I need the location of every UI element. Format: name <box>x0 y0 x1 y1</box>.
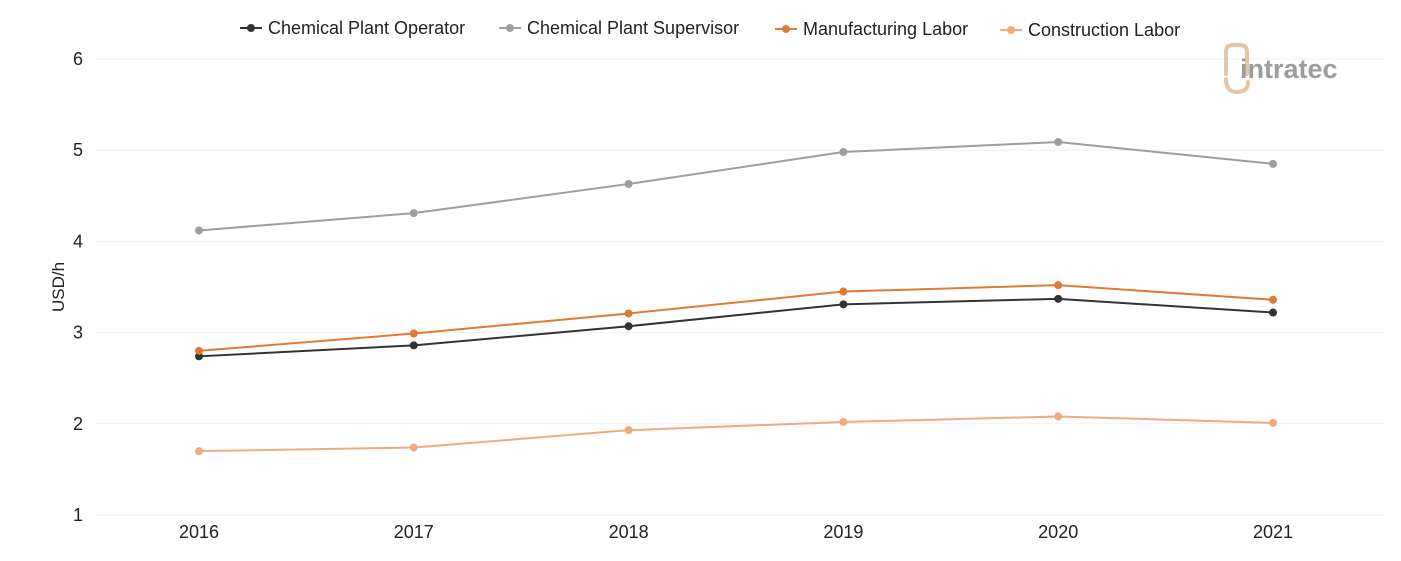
legend-label: Chemical Plant Operator <box>268 18 465 38</box>
x-tick-label: 2019 <box>823 522 863 542</box>
data-point <box>1269 418 1277 427</box>
series-chemical-plant-operator <box>195 294 1277 361</box>
data-point <box>195 226 203 235</box>
data-point <box>1269 308 1277 317</box>
legend-marker <box>247 24 255 32</box>
legend-marker <box>506 24 514 32</box>
legend-label: Chemical Plant Supervisor <box>527 18 739 38</box>
data-point <box>1269 159 1277 168</box>
y-axis-ticks: 1 2 3 4 5 6 <box>73 49 83 525</box>
legend-item: Manufacturing Labor <box>775 19 968 39</box>
series-line <box>198 284 1274 352</box>
data-point <box>1054 137 1063 146</box>
logo-text: intratec <box>1240 54 1338 84</box>
data-point <box>409 329 418 338</box>
legend-item: Construction Labor <box>1000 20 1180 40</box>
y-tick-label: 3 <box>73 323 83 343</box>
data-point <box>1054 294 1063 303</box>
series-chemical-plant-supervisor <box>195 137 1277 235</box>
legend-label: Manufacturing Labor <box>803 19 968 39</box>
data-point <box>624 179 633 188</box>
legend: Chemical Plant Operator Chemical Plant Su… <box>240 18 1180 40</box>
x-tick-label: 2016 <box>179 522 219 542</box>
series-line <box>198 140 1274 232</box>
data-point <box>195 447 203 456</box>
legend-item: Chemical Plant Supervisor <box>499 18 739 38</box>
logo-mark-icon <box>1224 43 1250 95</box>
x-tick-label: 2017 <box>394 522 434 542</box>
series-line <box>198 297 1274 358</box>
y-tick-label: 5 <box>73 140 83 160</box>
y-tick-label: 2 <box>73 414 83 434</box>
x-tick-label: 2021 <box>1253 522 1293 542</box>
y-tick-label: 1 <box>73 505 83 525</box>
data-point <box>195 352 203 361</box>
y-axis-title: USD/h <box>49 262 68 312</box>
legend-marker <box>1007 26 1015 34</box>
data-point <box>195 346 203 355</box>
legend-marker <box>782 25 790 33</box>
data-point <box>409 443 418 452</box>
data-point <box>624 322 633 331</box>
data-point <box>409 341 418 350</box>
data-point <box>1054 412 1063 421</box>
data-point <box>839 287 848 296</box>
series-layer <box>195 137 1277 456</box>
data-point <box>624 309 633 318</box>
data-point <box>409 209 418 218</box>
x-tick-label: 2020 <box>1038 522 1078 542</box>
data-point <box>839 300 848 309</box>
x-tick-label: 2018 <box>609 522 649 542</box>
series-construction-labor <box>195 412 1277 456</box>
legend-item: Chemical Plant Operator <box>240 18 465 38</box>
y-tick-label: 6 <box>73 49 83 69</box>
y-tick-label: 4 <box>73 231 83 251</box>
intratec-logo: intratec <box>1224 43 1338 95</box>
grid-lines <box>96 58 1384 516</box>
legend-label: Construction Labor <box>1028 20 1180 40</box>
series-manufacturing-labor <box>195 281 1277 355</box>
data-point <box>839 417 848 426</box>
data-point <box>624 426 633 435</box>
data-point <box>839 148 848 157</box>
data-point <box>1269 295 1277 304</box>
x-axis-ticks: 2016 2017 2018 2019 2020 2021 <box>179 522 1293 542</box>
series-line <box>198 415 1274 453</box>
data-point <box>1054 281 1063 290</box>
